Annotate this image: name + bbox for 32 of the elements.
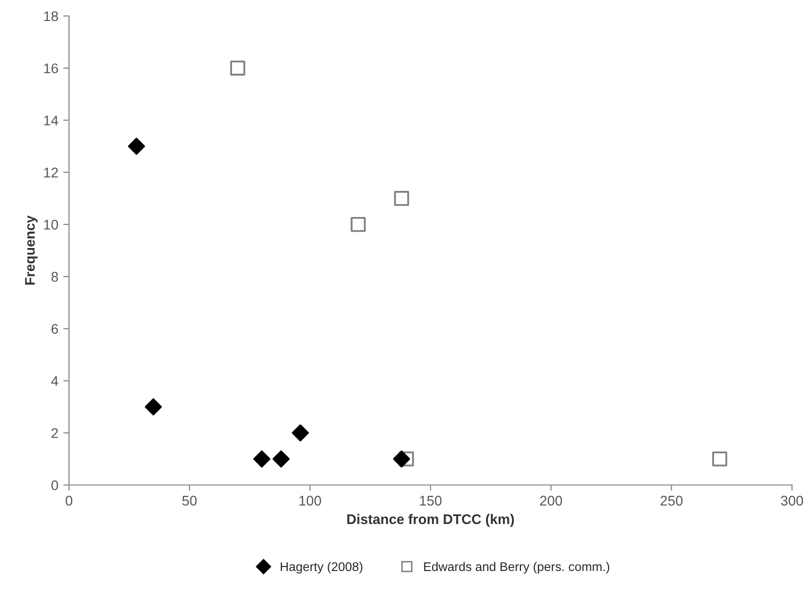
y-tick-label: 8 [51, 272, 58, 282]
point [712, 451, 728, 466]
legend-label: Edwards and Berry (pers. comm.) [424, 562, 610, 574]
x-tick-label: 0 [66, 496, 72, 506]
legend-label: Hagerty (2008) [280, 562, 362, 574]
y-tick-label: 6 [52, 324, 58, 334]
point [144, 398, 162, 416]
x-axis-title: Distance from DTCC (km) [347, 514, 514, 527]
y-tick-label: 10 [44, 220, 58, 230]
point [398, 451, 414, 466]
x-tick-label: 100 [299, 496, 322, 506]
y-axis-title: Frequency [25, 215, 38, 285]
y-tick-label: 18 [44, 11, 58, 22]
point [292, 424, 309, 442]
point [393, 450, 410, 468]
point [272, 450, 290, 468]
y-tick-label: 0 [51, 480, 58, 490]
x-tick-label: 150 [420, 496, 442, 506]
point [350, 216, 366, 232]
point [128, 138, 145, 155]
y-tick-label: 16 [44, 63, 58, 74]
x-tick-label: 250 [660, 496, 683, 506]
y-tick-label: 14 [44, 116, 58, 126]
point [253, 450, 270, 468]
x-tick-label: 50 [182, 496, 197, 506]
x-tick-label: 200 [540, 496, 562, 506]
y-tick-label: 12 [44, 168, 58, 178]
y-tick-label: 4 [51, 376, 58, 386]
point [394, 190, 410, 206]
point [230, 60, 246, 76]
x-tick-label: 300 [780, 496, 804, 506]
y-tick-label: 2 [52, 428, 58, 438]
